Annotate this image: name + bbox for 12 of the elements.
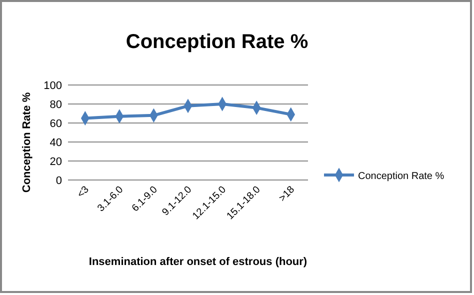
chart-title: Conception Rate % xyxy=(126,31,308,53)
x-axis-title: Insemination after onset of estrous (hour) xyxy=(88,256,308,268)
x-tick-label: <3 xyxy=(75,184,92,200)
y-tick-label: 80 xyxy=(50,99,62,111)
y-tick-label: 100 xyxy=(44,80,62,92)
y-tick-label: 0 xyxy=(56,175,62,187)
x-tick-label: >18 xyxy=(277,184,298,204)
y-tick-label: 20 xyxy=(50,156,62,168)
y-tick-label: 60 xyxy=(50,118,62,130)
legend-label: Conception Rate % xyxy=(358,171,444,182)
y-axis-title: Conception Rate % xyxy=(21,92,33,193)
y-tick-label: 40 xyxy=(50,137,62,149)
